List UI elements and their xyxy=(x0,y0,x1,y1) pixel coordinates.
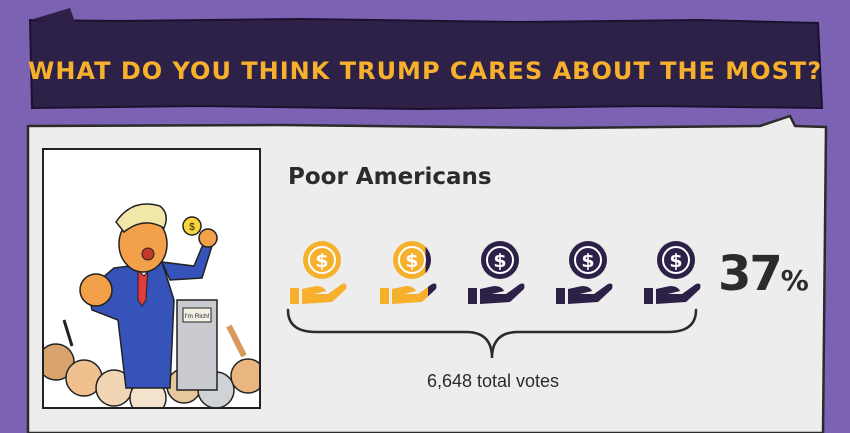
coin-hand-icon: $ xyxy=(644,238,702,308)
percent-number: 37 xyxy=(718,246,783,302)
poll-question-title: WHAT DO YOU THINK TRUMP CARES ABOUT THE … xyxy=(27,57,823,85)
podium-sign: I'm Rich! xyxy=(184,313,209,320)
svg-text:$: $ xyxy=(669,250,682,272)
trump-cartoon-illustration: I'm Rich! $ xyxy=(42,148,261,409)
svg-text:$: $ xyxy=(189,222,195,233)
coin-hand-icon: $ xyxy=(556,238,614,308)
total-votes-label: 6,648 total votes xyxy=(426,371,560,391)
percent-value: 37% xyxy=(718,246,809,302)
svg-text:$: $ xyxy=(315,250,328,272)
svg-text:$: $ xyxy=(581,250,594,272)
coin-hand-icon: $ xyxy=(290,238,348,308)
coin-hand-icon: $ xyxy=(468,238,526,308)
svg-text:$: $ xyxy=(405,250,418,272)
curly-brace xyxy=(286,308,698,364)
svg-text:$: $ xyxy=(493,250,506,272)
poll-option-label: Poor Americans xyxy=(288,164,492,190)
title-banner: WHAT DO YOU THINK TRUMP CARES ABOUT THE … xyxy=(0,0,850,125)
percent-symbol: % xyxy=(780,264,809,297)
coin-hand-icon: $ xyxy=(380,238,438,308)
